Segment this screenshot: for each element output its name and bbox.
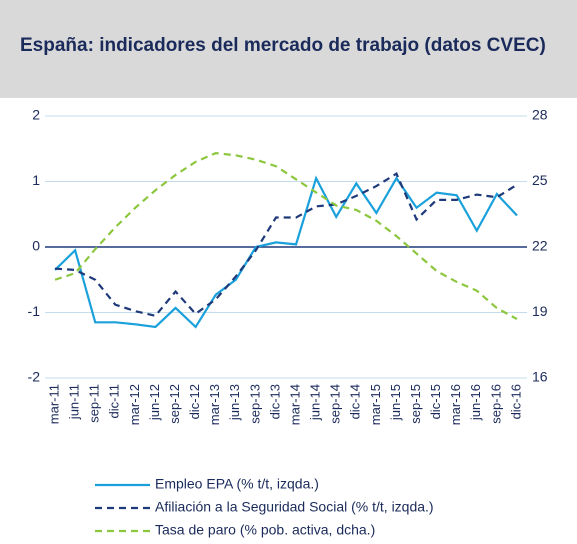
x-tick-label: mar-15 xyxy=(368,384,383,425)
y2-tick-label: 19 xyxy=(532,303,548,319)
y2-tick-label: 28 xyxy=(532,107,548,123)
y-tick-label: -2 xyxy=(28,369,41,385)
x-tick-label: jun-16 xyxy=(468,384,483,421)
x-tick-label: dic-15 xyxy=(428,384,443,419)
series-line xyxy=(54,175,518,329)
x-tick-label: mar-11 xyxy=(46,384,61,424)
y-tick-label: 1 xyxy=(32,172,40,188)
legend-label: Empleo EPA (% t/t, izqda.) xyxy=(155,476,319,492)
x-tick-label: mar-16 xyxy=(448,384,463,425)
x-tick-label: dic-14 xyxy=(348,384,363,419)
x-tick-label: jun-15 xyxy=(388,384,403,421)
x-tick-label: mar-14 xyxy=(287,384,302,425)
x-tick-label: sep-14 xyxy=(328,384,343,424)
x-tick-label: jun-12 xyxy=(147,384,162,421)
x-tick-label: sep-13 xyxy=(247,384,262,424)
x-tick-label: sep-11 xyxy=(87,384,102,423)
legend-label: Afiliación a la Seguridad Social (% t/t,… xyxy=(155,499,434,515)
y2-tick-label: 16 xyxy=(532,369,548,385)
y2-tick-label: 22 xyxy=(532,238,548,254)
series-line xyxy=(54,151,518,321)
x-tick-label: dic-11 xyxy=(107,384,122,418)
y-tick-label: 2 xyxy=(32,107,40,123)
x-tick-label: jun-13 xyxy=(227,384,242,421)
x-tick-label: dic-16 xyxy=(508,384,523,419)
header xyxy=(0,0,577,98)
series-line xyxy=(54,172,518,317)
x-tick-label: mar-12 xyxy=(127,384,142,425)
x-tick-label: jun-14 xyxy=(308,384,323,421)
legend-label: Tasa de paro (% pob. activa, dcha.) xyxy=(155,522,375,538)
x-tick-label: jun-11 xyxy=(67,384,82,420)
y-tick-label: 0 xyxy=(32,238,40,254)
x-tick-label: mar-13 xyxy=(207,384,222,425)
x-tick-label: sep-12 xyxy=(167,384,182,424)
y2-tick-label: 25 xyxy=(532,172,548,188)
y-tick-label: -1 xyxy=(28,303,41,319)
x-tick-label: dic-12 xyxy=(187,384,202,419)
x-tick-label: sep-15 xyxy=(408,384,423,424)
chart-title: España: indicadores del mercado de traba… xyxy=(20,35,546,56)
x-tick-label: sep-16 xyxy=(488,384,503,424)
x-tick-label: dic-13 xyxy=(267,384,282,419)
